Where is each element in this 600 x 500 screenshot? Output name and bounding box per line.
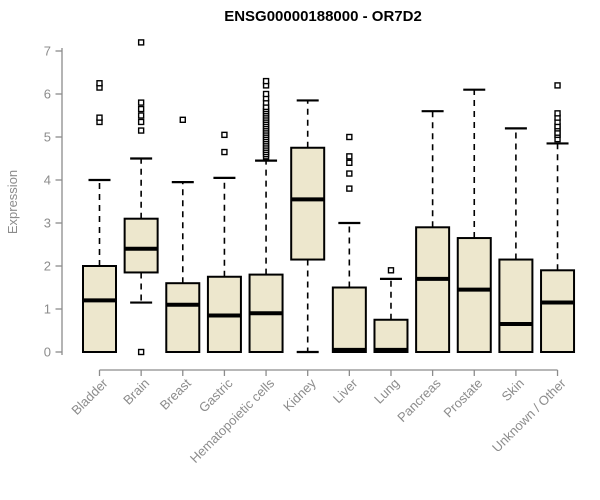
outlier-point	[137, 127, 145, 134]
outlier-point	[262, 77, 270, 85]
x-tick-label-prostate: Prostate	[441, 376, 486, 421]
boxplot-breast	[165, 116, 201, 354]
outlier-point	[346, 159, 353, 167]
y-tick-label: 5	[44, 130, 51, 145]
x-tick-label-pancreas: Pancreas	[394, 375, 444, 425]
outlier-point	[137, 112, 145, 119]
outlier-point	[96, 114, 103, 121]
y-tick-label: 6	[44, 87, 51, 102]
chart-title: ENSG00000188000 - OR7D2	[224, 8, 422, 25]
box	[373, 318, 409, 353]
x-tick-label-liver: Liver	[330, 375, 361, 406]
box	[123, 217, 159, 274]
box	[82, 265, 117, 353]
outlier-point	[554, 82, 561, 89]
y-tick-label: 3	[44, 216, 51, 231]
boxplot-pancreas	[415, 110, 451, 353]
outlier-point	[137, 39, 145, 46]
x-tick-label-bladder: Bladder	[68, 375, 111, 418]
x-tick-label-brain: Brain	[120, 376, 152, 408]
box	[165, 282, 201, 354]
y-tick-label: 0	[44, 345, 51, 360]
x-tick-label-breast: Breast	[157, 375, 194, 412]
outlier-point	[137, 105, 145, 113]
outlier-point	[221, 148, 228, 156]
box	[540, 269, 576, 353]
boxplot-bladder	[82, 80, 117, 353]
boxplot-liver	[331, 133, 367, 353]
boxplot-kidney	[290, 99, 326, 354]
outlier-point	[387, 267, 395, 274]
y-axis-label: Expression	[5, 170, 20, 234]
outlier-point	[179, 116, 186, 124]
y-axis: 0 1 2 3 4 5 6 7	[44, 44, 63, 360]
y-tick-label: 4	[44, 173, 51, 188]
outlier-point	[221, 131, 228, 139]
y-tick-label: 7	[44, 44, 51, 59]
x-tick-label-gastric: Gastric	[196, 375, 236, 415]
box	[498, 258, 534, 353]
boxplot-prostate	[456, 88, 492, 353]
boxplot-skin	[498, 127, 534, 353]
y-tick-label: 2	[44, 259, 51, 274]
y-tick-label: 1	[44, 302, 51, 317]
outlier-point	[346, 133, 353, 141]
outlier-point	[137, 348, 145, 356]
boxplot-hematopoietic-cells	[248, 77, 284, 354]
x-tick-label-lung: Lung	[371, 376, 402, 407]
outlier-point	[137, 99, 145, 106]
boxplot-unknown-other	[540, 82, 576, 353]
outlier-point	[554, 110, 561, 117]
boxplot-brain	[123, 39, 159, 356]
boxplot-lung	[373, 267, 409, 353]
x-tick-label-unknown-other: Unknown / Other	[489, 375, 569, 455]
outlier-point	[96, 80, 103, 87]
box	[456, 237, 492, 353]
x-tick-label-skin: Skin	[499, 376, 527, 404]
outlier-point	[346, 170, 353, 177]
box	[415, 226, 451, 353]
outlier-point	[262, 90, 270, 98]
outlier-point	[137, 118, 145, 126]
outlier-point	[346, 153, 353, 160]
boxplot-gastric	[206, 131, 242, 353]
x-tick-label-kidney: Kidney	[280, 375, 319, 414]
box	[331, 286, 367, 353]
outlier-point	[346, 185, 353, 192]
box	[290, 146, 326, 261]
